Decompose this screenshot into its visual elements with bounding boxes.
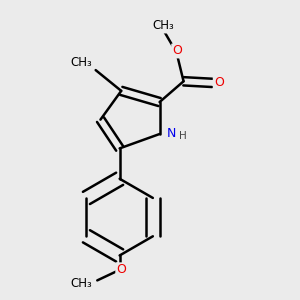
Text: O: O — [172, 44, 182, 57]
Text: CH₃: CH₃ — [152, 20, 174, 32]
Text: N: N — [167, 127, 176, 140]
Text: CH₃: CH₃ — [71, 56, 92, 69]
Text: CH₃: CH₃ — [71, 277, 92, 290]
Text: O: O — [214, 76, 224, 89]
Text: O: O — [116, 263, 126, 276]
Text: H: H — [179, 130, 187, 141]
